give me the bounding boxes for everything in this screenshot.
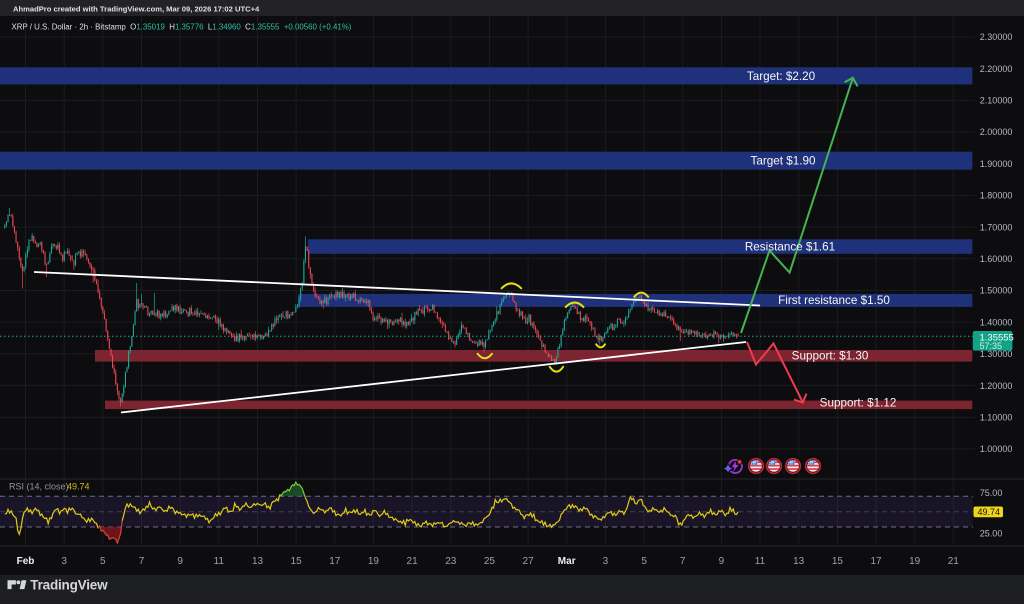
svg-text:XRP / U.S. Dollar · 2h · Bitst: XRP / U.S. Dollar · 2h · Bitstamp O1.350… xyxy=(12,23,352,32)
svg-text:23: 23 xyxy=(445,556,457,567)
svg-text:25: 25 xyxy=(484,556,496,567)
svg-text:49.74: 49.74 xyxy=(67,482,90,492)
svg-text:57:35: 57:35 xyxy=(980,341,1003,351)
svg-text:Support: $1.12: Support: $1.12 xyxy=(820,396,897,409)
svg-text:27: 27 xyxy=(523,556,535,567)
svg-text:17: 17 xyxy=(870,556,882,567)
svg-text:1.70000: 1.70000 xyxy=(980,222,1013,232)
svg-text:1.30000: 1.30000 xyxy=(980,349,1013,359)
svg-text:Mar: Mar xyxy=(558,556,576,567)
svg-text:75.00: 75.00 xyxy=(980,488,1003,498)
svg-text:5: 5 xyxy=(641,556,647,567)
svg-text:1.90000: 1.90000 xyxy=(980,159,1013,169)
svg-text:Target: $2.20: Target: $2.20 xyxy=(747,70,816,83)
svg-text:Support: $1.30: Support: $1.30 xyxy=(792,350,869,363)
svg-text:17: 17 xyxy=(329,556,341,567)
svg-text:2.00000: 2.00000 xyxy=(980,127,1013,137)
svg-text:RSI (14, close): RSI (14, close) xyxy=(9,482,69,492)
svg-text:19: 19 xyxy=(909,556,921,567)
svg-text:3: 3 xyxy=(603,556,609,567)
svg-text:Resistance $1.61: Resistance $1.61 xyxy=(745,240,835,253)
svg-text:Target $1.90: Target $1.90 xyxy=(751,155,816,168)
svg-text:15: 15 xyxy=(832,556,844,567)
svg-text:25.00: 25.00 xyxy=(980,529,1003,539)
svg-text:First resistance $1.50: First resistance $1.50 xyxy=(778,294,890,307)
svg-text:19: 19 xyxy=(368,556,380,567)
svg-text:11: 11 xyxy=(214,556,225,567)
svg-text:2.30000: 2.30000 xyxy=(980,32,1013,42)
svg-text:2.20000: 2.20000 xyxy=(980,64,1013,74)
svg-text:5: 5 xyxy=(100,556,106,567)
svg-text:49.74: 49.74 xyxy=(978,507,1001,517)
svg-text:1.20000: 1.20000 xyxy=(980,381,1013,391)
svg-text:TradingView: TradingView xyxy=(30,577,108,592)
svg-text:13: 13 xyxy=(793,556,805,567)
svg-text:9: 9 xyxy=(719,556,725,567)
svg-text:3: 3 xyxy=(61,556,67,567)
svg-text:1.80000: 1.80000 xyxy=(980,191,1013,201)
svg-text:13: 13 xyxy=(252,556,264,567)
svg-text:1.60000: 1.60000 xyxy=(980,254,1013,264)
svg-text:1.40000: 1.40000 xyxy=(980,317,1013,327)
svg-text:21: 21 xyxy=(407,556,419,567)
svg-text:15: 15 xyxy=(291,556,303,567)
svg-text:7: 7 xyxy=(680,556,686,567)
svg-text:7: 7 xyxy=(139,556,145,567)
svg-text:1.50000: 1.50000 xyxy=(980,286,1013,296)
svg-text:1.10000: 1.10000 xyxy=(980,413,1013,423)
svg-text:9: 9 xyxy=(177,556,183,567)
svg-text:AhmadPro created with TradingV: AhmadPro created with TradingView.com, M… xyxy=(13,5,260,14)
svg-text:2.10000: 2.10000 xyxy=(980,96,1013,106)
svg-text:1.35555: 1.35555 xyxy=(980,332,1014,343)
svg-text:11: 11 xyxy=(755,556,766,567)
svg-text:1.00000: 1.00000 xyxy=(980,444,1013,454)
svg-text:21: 21 xyxy=(948,556,960,567)
svg-text:Feb: Feb xyxy=(17,556,35,567)
